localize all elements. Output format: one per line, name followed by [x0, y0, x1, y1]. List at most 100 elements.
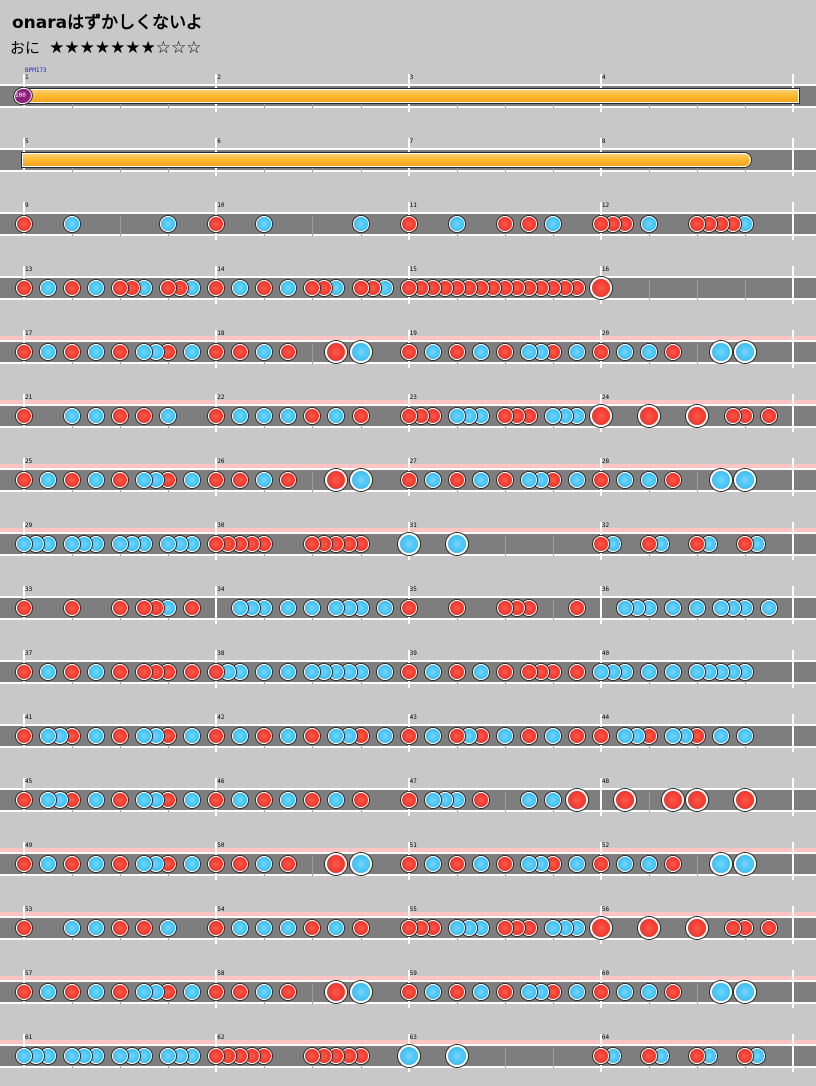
ka-note: [448, 216, 465, 232]
big-ka-note: [710, 469, 733, 491]
ka-note: [544, 728, 561, 744]
ka-note: [616, 984, 633, 1000]
ka-note: [160, 1048, 177, 1064]
don-note: [280, 984, 297, 1000]
big-ka-note: [734, 341, 757, 363]
ka-note: [376, 600, 393, 616]
bar-line: [792, 202, 795, 240]
ka-note: [64, 920, 81, 936]
bar-line: [792, 458, 795, 496]
ka-note: [568, 344, 585, 360]
big-don-note: [734, 789, 757, 811]
measure-number: 27: [409, 458, 417, 465]
measure-number: 1: [25, 74, 29, 81]
big-ka-note: [349, 469, 372, 491]
ka-note: [40, 280, 57, 296]
don-note: [112, 984, 129, 1000]
big-ka-note: [710, 341, 733, 363]
beat-line: [312, 856, 314, 876]
ka-note: [280, 600, 297, 616]
don-note: [280, 344, 297, 360]
don-note: [232, 344, 249, 360]
measure-number: 50: [217, 842, 225, 849]
don-note: [112, 408, 129, 424]
ka-note: [616, 856, 633, 872]
beat-line: [504, 1048, 506, 1068]
ka-note: [184, 344, 201, 360]
difficulty-label: おに: [10, 39, 41, 57]
don-note: [592, 728, 609, 744]
chart-row: 57 58 59 60: [0, 958, 816, 1022]
ka-note: [88, 344, 105, 360]
balloon-roll: [22, 89, 800, 103]
don-note: [184, 664, 201, 680]
big-don-note: [565, 789, 588, 811]
big-don-note: [325, 981, 348, 1003]
chart-row: 9 10 11 12: [0, 190, 816, 254]
ka-note: [328, 728, 345, 744]
ka-note: [88, 280, 105, 296]
beat-line: [504, 792, 506, 812]
ka-note: [568, 856, 585, 872]
ka-note: [184, 792, 201, 808]
ka-note: [376, 664, 393, 680]
don-note: [208, 344, 225, 360]
ka-note: [160, 408, 177, 424]
don-note: [568, 600, 585, 616]
don-note: [256, 792, 273, 808]
measure-number: 45: [25, 778, 33, 785]
don-note: [16, 472, 32, 488]
ka-note: [256, 984, 273, 1000]
don-note: [496, 920, 513, 936]
don-note: [64, 856, 81, 872]
ka-note: [88, 728, 105, 744]
measure-number: 38: [217, 650, 225, 657]
don-note: [16, 728, 32, 744]
don-note: [112, 728, 129, 744]
measure-number: 15: [409, 266, 417, 273]
ka-note: [328, 408, 345, 424]
don-note: [520, 216, 537, 232]
don-note: [448, 728, 465, 744]
don-note: [208, 792, 225, 808]
ka-note: [424, 472, 441, 488]
ka-note: [328, 600, 345, 616]
don-note: [64, 344, 81, 360]
don-note: [184, 600, 201, 616]
measure-number: 46: [217, 778, 225, 785]
ka-note: [616, 344, 633, 360]
ka-note: [328, 792, 345, 808]
chart-row: 29 30 31 32: [0, 510, 816, 574]
measure-number: 61: [25, 1034, 33, 1041]
ka-note: [40, 344, 57, 360]
chart-row: 25 26 27 28: [0, 446, 816, 510]
measure-number: 55: [409, 906, 417, 913]
don-note: [592, 984, 609, 1000]
beat-line: [745, 280, 747, 300]
ka-note: [472, 664, 489, 680]
don-note: [761, 408, 778, 424]
don-note: [16, 216, 32, 232]
big-don-note: [325, 341, 348, 363]
don-note: [304, 728, 321, 744]
measure-number: 28: [601, 458, 610, 465]
don-note: [448, 344, 465, 360]
difficulty-row: おに ★★★★★★★☆☆☆: [10, 37, 202, 58]
don-note: [64, 280, 81, 296]
balloon-hit-count: 100: [15, 92, 26, 99]
ka-note: [496, 728, 513, 744]
ka-note: [280, 920, 297, 936]
don-note: [400, 792, 417, 808]
ka-note: [136, 984, 153, 1000]
don-note: [232, 472, 249, 488]
chart-row: 5 6 7 8: [0, 126, 816, 190]
don-note: [112, 472, 129, 488]
bar-line: [792, 906, 795, 944]
don-note: [16, 600, 32, 616]
ka-note: [616, 472, 633, 488]
don-note: [665, 472, 681, 488]
measure-number: 51: [409, 842, 417, 849]
ka-note: [713, 600, 730, 616]
ka-note: [448, 920, 465, 936]
don-note: [280, 472, 297, 488]
